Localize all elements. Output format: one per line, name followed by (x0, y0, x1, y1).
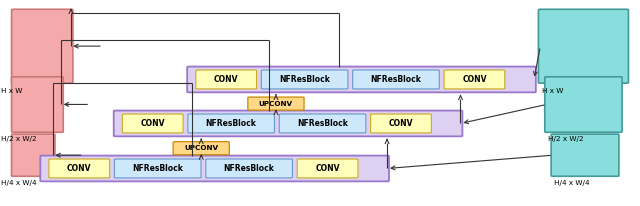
FancyBboxPatch shape (12, 9, 73, 83)
FancyBboxPatch shape (297, 159, 358, 178)
Text: UPCONV: UPCONV (259, 101, 293, 107)
FancyBboxPatch shape (279, 114, 366, 133)
FancyBboxPatch shape (545, 77, 622, 132)
FancyBboxPatch shape (122, 114, 183, 133)
Text: NFResBlock: NFResBlock (205, 119, 257, 128)
FancyBboxPatch shape (187, 67, 536, 92)
FancyBboxPatch shape (115, 159, 201, 178)
FancyBboxPatch shape (49, 159, 109, 178)
FancyBboxPatch shape (196, 70, 257, 89)
FancyBboxPatch shape (114, 111, 463, 136)
Text: NFResBlock: NFResBlock (371, 75, 421, 84)
FancyBboxPatch shape (173, 142, 229, 155)
FancyBboxPatch shape (248, 97, 304, 110)
Text: H/4 x W/4: H/4 x W/4 (1, 180, 37, 186)
Text: CONV: CONV (388, 119, 413, 128)
FancyBboxPatch shape (538, 9, 628, 83)
FancyBboxPatch shape (371, 114, 431, 133)
FancyBboxPatch shape (12, 77, 63, 132)
Text: UPCONV: UPCONV (184, 145, 218, 151)
FancyBboxPatch shape (551, 134, 619, 176)
FancyBboxPatch shape (353, 70, 439, 89)
FancyBboxPatch shape (40, 156, 389, 181)
Text: CONV: CONV (67, 164, 92, 173)
Text: H x W: H x W (1, 88, 22, 94)
Text: NFResBlock: NFResBlock (223, 164, 275, 173)
Text: NFResBlock: NFResBlock (279, 75, 330, 84)
Text: CONV: CONV (462, 75, 486, 84)
Text: H x W: H x W (542, 88, 564, 94)
FancyBboxPatch shape (188, 114, 275, 133)
Text: H/2 x W/2: H/2 x W/2 (1, 136, 37, 142)
Text: CONV: CONV (214, 75, 239, 84)
FancyBboxPatch shape (444, 70, 505, 89)
Text: NFResBlock: NFResBlock (297, 119, 348, 128)
Text: H/2 x W/2: H/2 x W/2 (548, 136, 584, 142)
Text: NFResBlock: NFResBlock (132, 164, 183, 173)
FancyBboxPatch shape (206, 159, 292, 178)
Text: H/4 x W/4: H/4 x W/4 (554, 180, 589, 186)
FancyBboxPatch shape (12, 134, 55, 176)
Text: CONV: CONV (316, 164, 340, 173)
FancyBboxPatch shape (261, 70, 348, 89)
Text: CONV: CONV (140, 119, 165, 128)
